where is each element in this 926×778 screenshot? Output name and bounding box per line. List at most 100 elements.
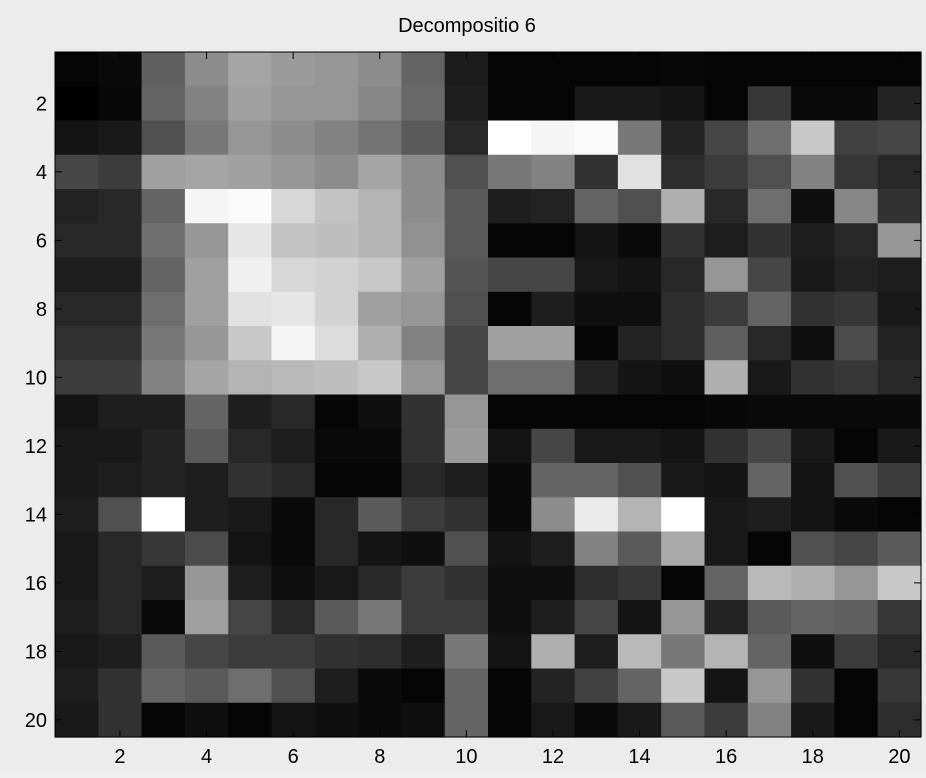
heatmap-cell — [141, 257, 186, 293]
heatmap-cell — [228, 702, 273, 738]
heatmap-cell — [877, 531, 922, 567]
heatmap-cell — [661, 120, 706, 156]
heatmap-cell — [531, 531, 576, 567]
heatmap-cell — [228, 189, 273, 224]
heatmap-cell — [747, 600, 792, 635]
heatmap-cell — [747, 668, 792, 704]
heatmap-cell — [574, 668, 619, 704]
heatmap-cell — [488, 497, 532, 533]
heatmap-cell — [747, 86, 792, 122]
heatmap-cell — [141, 702, 186, 738]
heatmap-cell — [531, 86, 576, 122]
heatmap-cell — [531, 120, 576, 156]
y-tick-label: 6 — [36, 230, 47, 252]
heatmap-cell — [617, 154, 662, 190]
heatmap-cell — [791, 86, 835, 122]
heatmap-cell — [141, 565, 186, 601]
heatmap-cell — [791, 634, 835, 670]
heatmap-cell — [401, 257, 446, 293]
heatmap-cell — [747, 702, 792, 738]
heatmap-cell — [834, 223, 879, 259]
heatmap-cell — [184, 360, 229, 396]
heatmap-cell — [184, 86, 229, 122]
heatmap-cell — [444, 360, 489, 396]
heatmap-cell — [704, 154, 749, 190]
heatmap-cell — [141, 189, 186, 224]
heatmap-cell — [228, 291, 273, 327]
heatmap-cell — [358, 223, 402, 259]
heatmap-cell — [271, 86, 316, 122]
heatmap-cell — [228, 52, 273, 87]
heatmap-cell — [184, 600, 229, 635]
heatmap-cell — [401, 702, 446, 738]
heatmap-cell — [98, 634, 143, 670]
heatmap-cell — [574, 189, 619, 224]
heatmap-cell — [271, 565, 316, 601]
heatmap-cell — [661, 223, 706, 259]
heatmap-cell — [704, 463, 749, 498]
heatmap-cell — [704, 428, 749, 464]
heatmap-cell — [834, 600, 879, 635]
heatmap-cell — [55, 634, 99, 670]
heatmap-cell — [271, 497, 316, 533]
heatmap-cell — [747, 154, 792, 190]
heatmap-cell — [358, 497, 402, 533]
heatmap-cell — [55, 291, 99, 327]
heatmap-cell — [488, 86, 532, 122]
heatmap-cell — [834, 497, 879, 533]
axes-frame — [54, 51, 922, 738]
heatmap-cell — [791, 189, 835, 224]
heatmap-cell — [617, 223, 662, 259]
heatmap-cell — [488, 120, 532, 156]
heatmap-cell — [704, 120, 749, 156]
heatmap-cell — [834, 326, 879, 361]
y-tick-label: 18 — [25, 641, 47, 663]
heatmap-cell — [55, 600, 99, 635]
heatmap-cell — [401, 634, 446, 670]
heatmap-cell — [488, 189, 532, 224]
heatmap-cell — [358, 565, 402, 601]
x-tick-label: 18 — [802, 746, 824, 768]
heatmap-cell — [704, 600, 749, 635]
heatmap-cell — [704, 634, 749, 670]
heatmap-cell — [314, 360, 359, 396]
heatmap-cell — [55, 154, 99, 190]
heatmap-cell — [531, 463, 576, 498]
heatmap-cell — [617, 257, 662, 293]
heatmap-cell — [271, 326, 316, 361]
heatmap-cell — [314, 257, 359, 293]
x-tick-label: 20 — [888, 746, 910, 768]
heatmap-cell — [617, 668, 662, 704]
heatmap-cell — [747, 463, 792, 498]
heatmap-cell — [877, 394, 922, 430]
heatmap-cell — [401, 668, 446, 704]
heatmap-cell — [271, 531, 316, 567]
heatmap-cell — [444, 531, 489, 567]
x-tick-label: 8 — [374, 746, 385, 768]
heatmap-cell — [531, 223, 576, 259]
heatmap-cell — [747, 360, 792, 396]
heatmap-cell — [791, 497, 835, 533]
heatmap-cell — [791, 120, 835, 156]
heatmap-cell — [661, 86, 706, 122]
heatmap-cell — [314, 326, 359, 361]
heatmap-cell — [141, 326, 186, 361]
heatmap-cell — [531, 634, 576, 670]
heatmap-cell — [791, 565, 835, 601]
heatmap-cell — [617, 189, 662, 224]
heatmap-cell — [704, 86, 749, 122]
heatmap-cell — [98, 600, 143, 635]
heatmap-cell — [358, 154, 402, 190]
heatmap-cell — [488, 428, 532, 464]
heatmap-cell — [791, 600, 835, 635]
heatmap-cell — [55, 531, 99, 567]
heatmap-cell — [488, 463, 532, 498]
heatmap-cell — [444, 223, 489, 259]
heatmap-cell — [834, 52, 879, 87]
heatmap-cell — [184, 668, 229, 704]
heatmap-cell — [55, 360, 99, 396]
heatmap-cell — [877, 120, 922, 156]
heatmap-cell — [314, 86, 359, 122]
heatmap-cell — [141, 52, 186, 87]
heatmap-cell — [574, 326, 619, 361]
